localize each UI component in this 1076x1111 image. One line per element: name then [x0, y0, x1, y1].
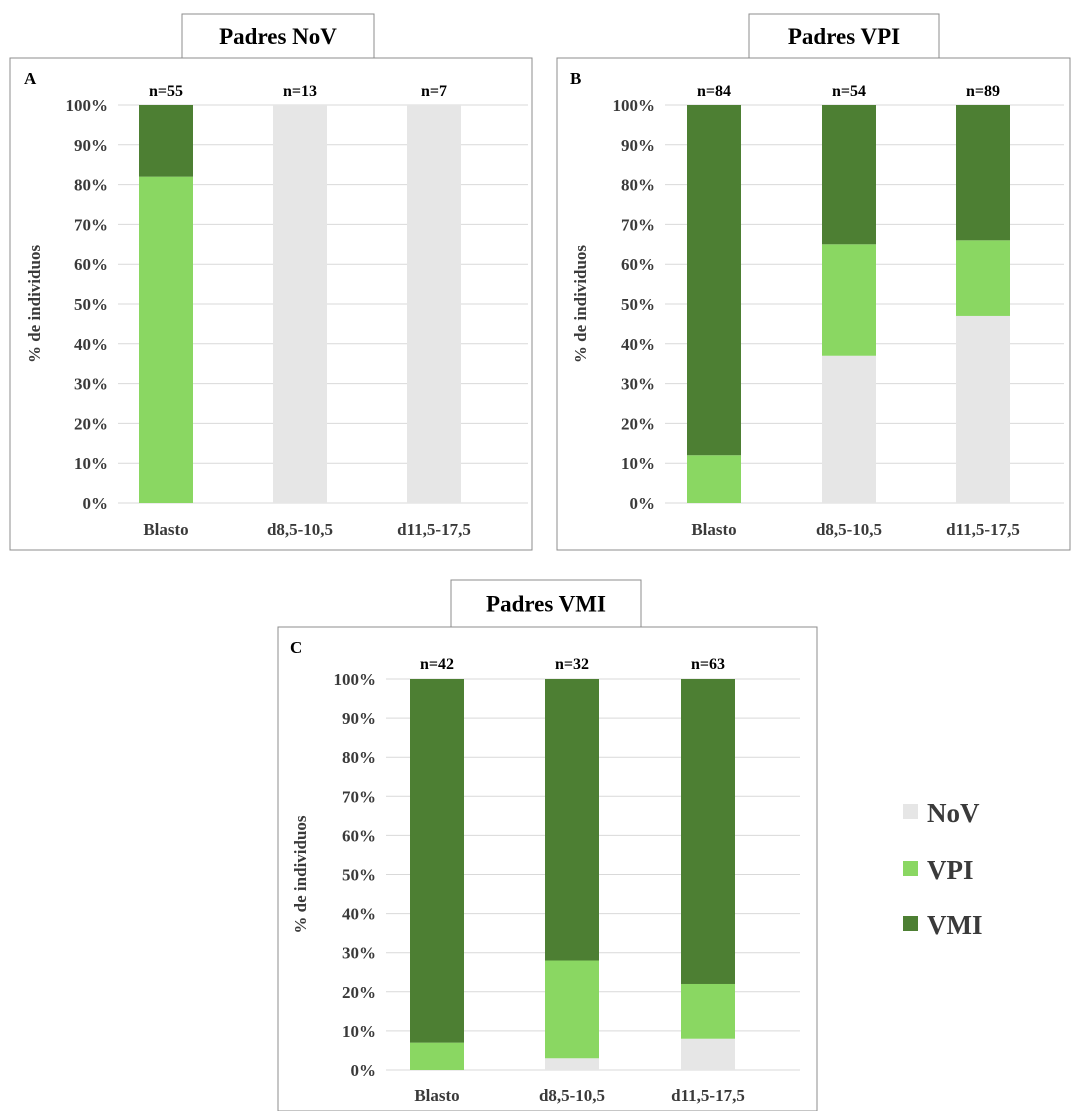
bar-vmi: [139, 105, 193, 177]
n-label: n=54: [832, 83, 866, 100]
y-axis-label: % de individuos: [291, 815, 310, 933]
title-box: [181, 13, 375, 59]
n-label: n=32: [555, 656, 589, 673]
y-tick-label: 90%: [342, 709, 376, 728]
bar-nov: [407, 105, 461, 503]
n-label: n=55: [149, 83, 183, 100]
legend-swatch-vmi: [903, 916, 918, 931]
legend-swatch-nov: [903, 804, 918, 819]
y-tick-label: 30%: [74, 375, 108, 394]
bar-vpi: [410, 1042, 464, 1070]
y-tick-label: 100%: [66, 96, 109, 115]
n-label: n=63: [691, 656, 725, 673]
legend-label-vmi: VMI: [927, 910, 983, 940]
y-tick-label: 70%: [342, 787, 376, 806]
panel-label: B: [570, 69, 581, 88]
y-tick-label: 100%: [613, 96, 656, 115]
y-tick-label: 0%: [83, 494, 109, 513]
y-tick-label: 80%: [74, 176, 108, 195]
bar-vpi: [956, 240, 1010, 316]
x-tick-label: d8,5-10,5: [539, 1086, 605, 1105]
bar-vpi: [545, 960, 599, 1059]
bar-nov: [681, 1038, 735, 1070]
y-tick-label: 60%: [621, 255, 655, 274]
bar-nov: [545, 1058, 599, 1070]
bar-vmi: [822, 105, 876, 245]
y-tick-label: 0%: [351, 1061, 377, 1080]
x-tick-label: d11,5-17,5: [397, 520, 471, 539]
bar-vmi: [687, 105, 741, 456]
legend-swatch-vpi: [903, 861, 918, 876]
x-tick-label: d8,5-10,5: [816, 520, 882, 539]
y-tick-label: 90%: [74, 136, 108, 155]
chart-title: Padres VPI: [788, 24, 900, 49]
y-tick-label: 30%: [621, 375, 655, 394]
y-tick-label: 20%: [621, 414, 655, 433]
y-tick-label: 100%: [334, 670, 377, 689]
y-tick-label: 80%: [342, 748, 376, 767]
panel-label: C: [290, 638, 302, 657]
bar-nov: [956, 315, 1010, 503]
y-axis-label: % de individuos: [25, 245, 44, 363]
bar-nov: [273, 105, 327, 503]
bar-vpi: [822, 244, 876, 356]
bar-vpi: [681, 983, 735, 1039]
y-tick-label: 40%: [342, 905, 376, 924]
y-tick-label: 0%: [630, 494, 656, 513]
n-label: n=13: [283, 83, 317, 100]
y-tick-label: 60%: [342, 826, 376, 845]
bar-vpi: [139, 176, 193, 503]
bar-nov: [822, 355, 876, 503]
chart-title: Padres VMI: [486, 592, 606, 617]
y-tick-label: 70%: [621, 215, 655, 234]
y-tick-label: 60%: [74, 255, 108, 274]
y-tick-label: 40%: [74, 335, 108, 354]
bar-vmi: [410, 679, 464, 1043]
x-tick-label: Blasto: [414, 1086, 459, 1105]
y-tick-label: 10%: [74, 454, 108, 473]
y-tick-label: 50%: [342, 866, 376, 885]
y-tick-label: 30%: [342, 944, 376, 963]
y-tick-label: 40%: [621, 335, 655, 354]
y-tick-label: 20%: [342, 983, 376, 1002]
y-tick-label: 80%: [621, 176, 655, 195]
y-tick-label: 10%: [621, 454, 655, 473]
title-box: [450, 579, 642, 628]
n-label: n=7: [421, 83, 447, 100]
n-label: n=42: [420, 656, 454, 673]
y-tick-label: 10%: [342, 1022, 376, 1041]
panel-label: A: [24, 69, 37, 88]
y-tick-label: 50%: [74, 295, 108, 314]
chart-panel-b: Padres VPI B 0% 10% 20% 30% 40% 50% 60% 70% 80% 90%…: [556, 13, 1071, 551]
bar-vmi: [956, 105, 1010, 241]
n-label: n=84: [697, 83, 731, 100]
y-axis-label: % de individuos: [571, 245, 590, 363]
legend-label-nov: NoV: [927, 798, 980, 828]
y-tick-label: 90%: [621, 136, 655, 155]
bar-vmi: [545, 679, 599, 961]
title-box: [748, 13, 940, 59]
y-tick-label: 70%: [74, 215, 108, 234]
chart-panel-c: Padres VMI C 0% 10% 20% 30% 40% 50% 60% 70% 80% 90%…: [277, 579, 818, 1111]
bar-vmi: [681, 679, 735, 984]
n-label: n=89: [966, 83, 1000, 100]
x-tick-label: Blasto: [143, 520, 188, 539]
y-tick-label: 50%: [621, 295, 655, 314]
bar-vpi: [687, 455, 741, 503]
chart-panel-a: Padres NoV A 0% 10% 20% 30% 40% 50% 60% 70% 80% 90%…: [9, 13, 533, 551]
x-tick-label: d11,5-17,5: [671, 1086, 745, 1105]
legend: NoV VPI VMI: [903, 798, 983, 940]
legend-label-vpi: VPI: [927, 855, 974, 885]
x-tick-label: Blasto: [691, 520, 736, 539]
y-tick-label: 20%: [74, 414, 108, 433]
chart-title: Padres NoV: [219, 24, 337, 49]
x-tick-label: d8,5-10,5: [267, 520, 333, 539]
x-tick-label: d11,5-17,5: [946, 520, 1020, 539]
